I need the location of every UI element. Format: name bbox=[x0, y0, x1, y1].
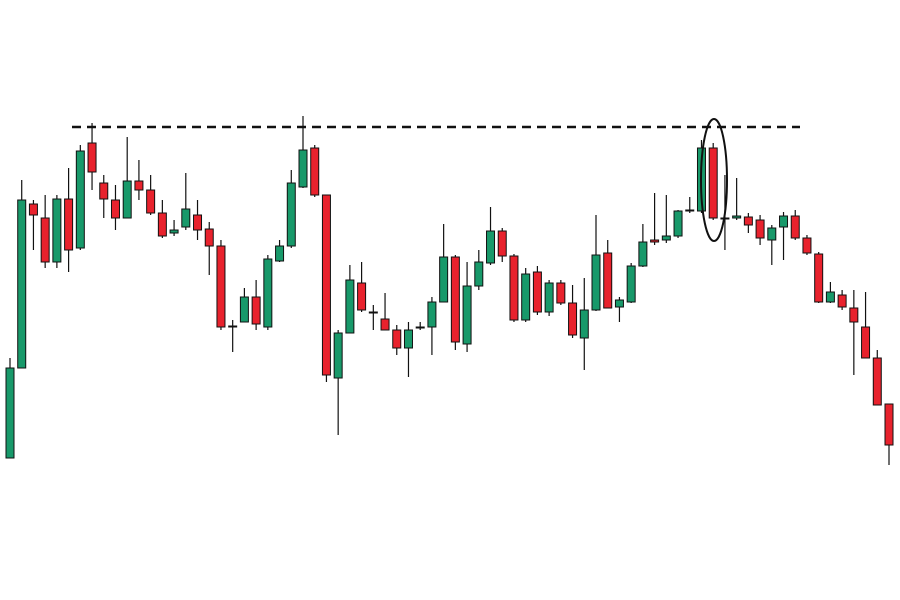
candle-body bbox=[439, 256, 449, 303]
candle-body bbox=[204, 228, 214, 247]
candle-body bbox=[52, 198, 62, 263]
candle-body bbox=[497, 230, 507, 257]
candle-body bbox=[216, 245, 226, 328]
candle-body bbox=[755, 219, 765, 239]
candle-body bbox=[638, 241, 648, 267]
candle-body bbox=[872, 357, 882, 406]
candle-body bbox=[685, 209, 695, 212]
candle-body bbox=[368, 311, 378, 314]
candle-body bbox=[193, 214, 203, 231]
candle-body bbox=[392, 329, 402, 349]
candle-body bbox=[474, 261, 484, 287]
candle-body bbox=[321, 194, 331, 376]
candle-body bbox=[743, 216, 753, 226]
candle-body bbox=[521, 273, 531, 321]
candle-body bbox=[169, 229, 179, 234]
candle-body bbox=[403, 329, 413, 349]
candle-body bbox=[779, 215, 789, 228]
candle-body bbox=[532, 271, 542, 313]
candle-body bbox=[134, 180, 144, 191]
candle-body bbox=[310, 147, 320, 196]
candle-body bbox=[579, 309, 589, 339]
candle-body bbox=[802, 237, 812, 254]
candle-body bbox=[603, 252, 613, 309]
highlight-ellipse bbox=[700, 118, 728, 242]
candle-body bbox=[99, 182, 109, 200]
candle-body bbox=[568, 302, 578, 336]
candle-body bbox=[75, 150, 85, 249]
candle-body bbox=[64, 198, 74, 251]
candle-body bbox=[767, 227, 777, 241]
candle-body bbox=[790, 215, 800, 239]
candle-body bbox=[157, 212, 167, 237]
candle-body bbox=[849, 307, 859, 323]
candle-body bbox=[509, 255, 519, 321]
candle-body bbox=[626, 265, 636, 303]
candle-body bbox=[228, 325, 238, 328]
candle-body bbox=[110, 199, 120, 219]
candle-body bbox=[87, 142, 97, 173]
candle-body bbox=[28, 203, 38, 216]
candle-body bbox=[17, 199, 27, 369]
candle-body bbox=[544, 282, 554, 313]
candle-body bbox=[40, 217, 50, 263]
candle-body bbox=[884, 403, 894, 446]
candle-body bbox=[263, 258, 273, 328]
candle-body bbox=[591, 254, 601, 311]
candle-body bbox=[122, 180, 132, 219]
candle-body bbox=[251, 296, 261, 325]
candle-body bbox=[5, 367, 15, 459]
candle-body bbox=[239, 296, 249, 323]
candle-body bbox=[661, 235, 671, 241]
candle-body bbox=[298, 149, 308, 188]
candle-body bbox=[345, 279, 355, 334]
candle-body bbox=[837, 294, 847, 308]
candle-body bbox=[732, 215, 742, 219]
candle-body bbox=[450, 256, 460, 343]
candle-body bbox=[333, 332, 343, 379]
candle-body bbox=[146, 189, 156, 214]
candle-body bbox=[181, 208, 191, 228]
candle-body bbox=[708, 147, 718, 219]
candle-body bbox=[556, 282, 566, 304]
candle-body bbox=[861, 326, 871, 359]
candle-body bbox=[814, 253, 824, 303]
candle-body bbox=[486, 230, 496, 264]
candle-body bbox=[275, 245, 285, 262]
candle-body bbox=[614, 299, 624, 308]
candle-body bbox=[825, 291, 835, 303]
candle-body bbox=[380, 318, 390, 331]
candle-body bbox=[427, 301, 437, 328]
candle-body bbox=[286, 182, 296, 247]
candle-body bbox=[462, 285, 472, 345]
candle-body bbox=[357, 282, 367, 311]
candle-body bbox=[650, 239, 660, 243]
candle-body bbox=[673, 210, 683, 237]
candle-body bbox=[415, 326, 425, 329]
